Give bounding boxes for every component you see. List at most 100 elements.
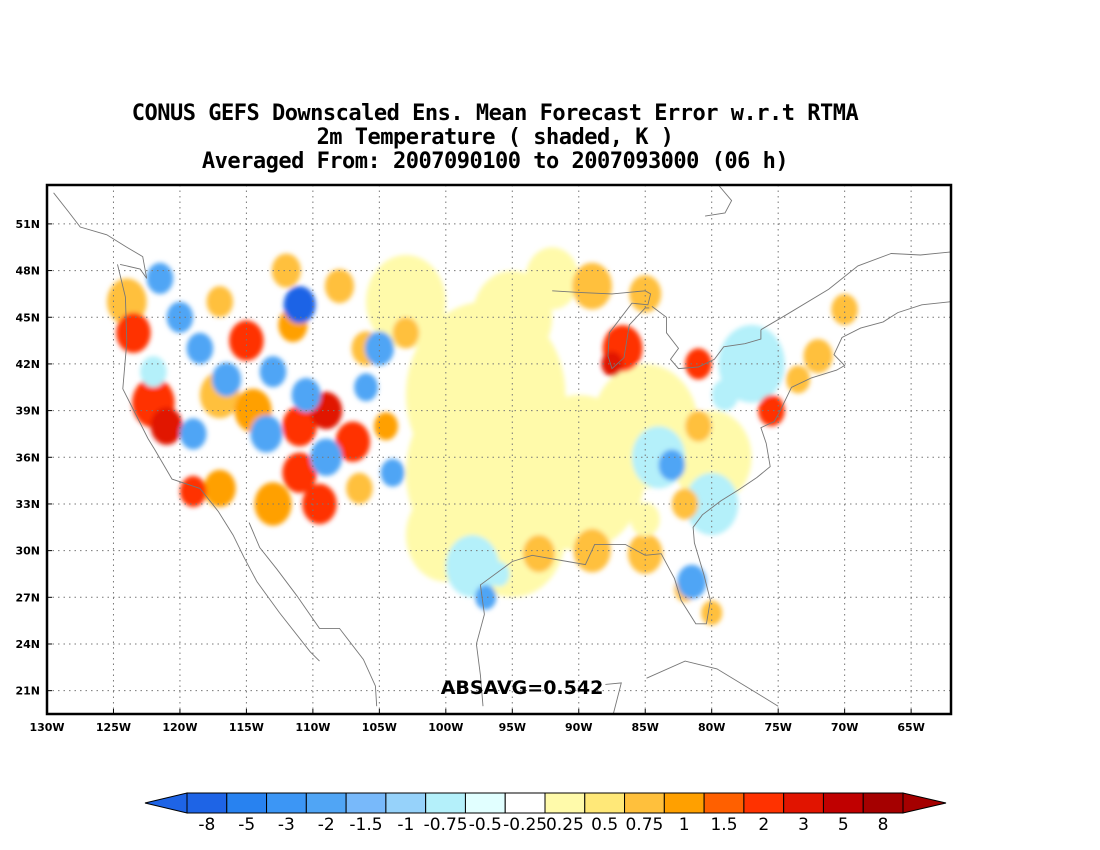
coastline [479, 301, 951, 625]
error-field-patch [392, 317, 420, 349]
colorbar-label: -1.5 [349, 815, 382, 835]
lat-tick-label: 39N [15, 405, 40, 418]
colorbar-bin [783, 792, 824, 814]
colorbar-label: -0.25 [503, 815, 547, 835]
coastline [760, 251, 951, 331]
colorbar-label: 8 [878, 815, 889, 835]
error-field-patch [302, 483, 337, 525]
absavg-statistic: ABSAVG=0.542 [441, 677, 604, 699]
colorbar-label: 0.25 [546, 815, 584, 835]
lon-tick-label: 100W [428, 721, 463, 734]
lat-tick-label: 24N [15, 638, 40, 651]
colorbar-bin [743, 792, 785, 814]
lat-tick-label: 51N [15, 218, 40, 231]
error-field-patch [475, 584, 497, 610]
colorbar-label: -1 [397, 815, 414, 835]
error-field-patch [150, 407, 183, 445]
colorbar-label: 5 [838, 815, 849, 835]
error-field-patch [677, 564, 707, 599]
colorbar-bin [584, 792, 626, 814]
coastline [552, 290, 652, 370]
error-field-patch [711, 379, 739, 411]
error-field-patch [282, 452, 317, 493]
error-field-patch [179, 418, 207, 450]
map-title: CONUS GEFS Downscaled Ens. Mean Forecast… [0, 102, 990, 174]
coastline [53, 192, 148, 279]
error-field-patch [116, 312, 151, 353]
colorbar-bin [305, 792, 347, 814]
colorbar: -8 -5 -3 -2 -1.5 -1 -0.75 -0.5 -0.250.25 0.5 0.75 1… [144, 792, 947, 835]
colorbar-high-arrow [902, 792, 947, 814]
error-field-patch [366, 255, 446, 349]
error-field-patch [282, 406, 317, 447]
lat-tick-label: 48N [15, 265, 40, 278]
error-field-patch [271, 253, 301, 288]
error-field-patch [206, 286, 234, 318]
error-field-patch [525, 247, 579, 310]
error-field-patch [803, 339, 833, 374]
error-field-patch [572, 262, 612, 310]
colorbar-bin [186, 792, 228, 814]
error-field-patch [380, 458, 405, 487]
colorbar-bin [425, 792, 466, 814]
coastline [646, 660, 779, 707]
colorbar-bin [544, 792, 586, 814]
lat-lon-grid [46, 185, 951, 714]
error-field-patch [346, 472, 373, 504]
error-field-patch [140, 356, 167, 388]
lon-tick-label: 80W [698, 721, 725, 734]
colorbar-bin [345, 792, 387, 814]
error-field-patch [605, 410, 632, 442]
lon-tick-label: 115W [229, 721, 264, 734]
error-field-patch [601, 351, 623, 377]
lat-tick-label: 45N [15, 311, 40, 324]
colorbar-bin [226, 792, 268, 814]
lat-tick-label: 21N [15, 685, 40, 698]
error-field-patch [374, 412, 398, 441]
error-field-patch [831, 293, 858, 326]
error-field-patch [630, 502, 660, 537]
lon-tick-label: 110W [295, 721, 330, 734]
error-field-patch [283, 286, 316, 324]
error-field-patch [685, 410, 712, 442]
error-field-patch [211, 362, 242, 397]
coastline [605, 682, 622, 714]
lat-tick-label: 42N [15, 358, 40, 371]
colorbar-label: -2 [318, 815, 335, 835]
colorbar-label: -0.5 [469, 815, 502, 835]
lon-tick-label: 75W [764, 721, 791, 734]
colorbar-bin [266, 792, 307, 814]
coastline [705, 185, 733, 217]
colorbar-bin [822, 792, 864, 814]
colorbar-bin [663, 792, 705, 814]
colorbar-label: 2 [758, 815, 769, 835]
lon-tick-label: 130W [29, 721, 64, 734]
error-field-patch [186, 332, 214, 364]
colorbar-label: -8 [198, 815, 215, 835]
coastline [248, 522, 378, 707]
colorbar-label: 1.5 [710, 815, 737, 835]
error-field-patch [146, 262, 174, 294]
error-field-patch [364, 331, 394, 366]
error-field-patch [445, 535, 499, 598]
map-frame [45, 183, 953, 716]
lon-tick-label: 65W [897, 721, 924, 734]
error-field-patch [758, 395, 785, 427]
error-field-patch [203, 469, 236, 508]
colorbar-label: 0.5 [591, 815, 618, 835]
lon-tick-label: 85W [632, 721, 659, 734]
title-line-1: CONUS GEFS Downscaled Ens. Mean Forecast… [131, 101, 859, 126]
lat-tick-label: 30N [15, 545, 40, 558]
lon-tick-label: 95W [499, 721, 526, 734]
colorbar-label: -3 [278, 815, 295, 835]
colorbar-label: 1 [679, 815, 690, 835]
colorbar-bin [624, 792, 665, 814]
lon-tick-label: 120W [162, 721, 197, 734]
error-field-patch [629, 275, 662, 313]
error-field-patch [335, 421, 371, 462]
longitude-ticks: 130W 125W 120W 115W 110W 105W 100W 95W 90W 85W 80W… [29, 709, 925, 734]
lon-tick-label: 105W [362, 721, 397, 734]
error-field-patch [751, 332, 779, 364]
colorbar-bin [464, 792, 506, 814]
